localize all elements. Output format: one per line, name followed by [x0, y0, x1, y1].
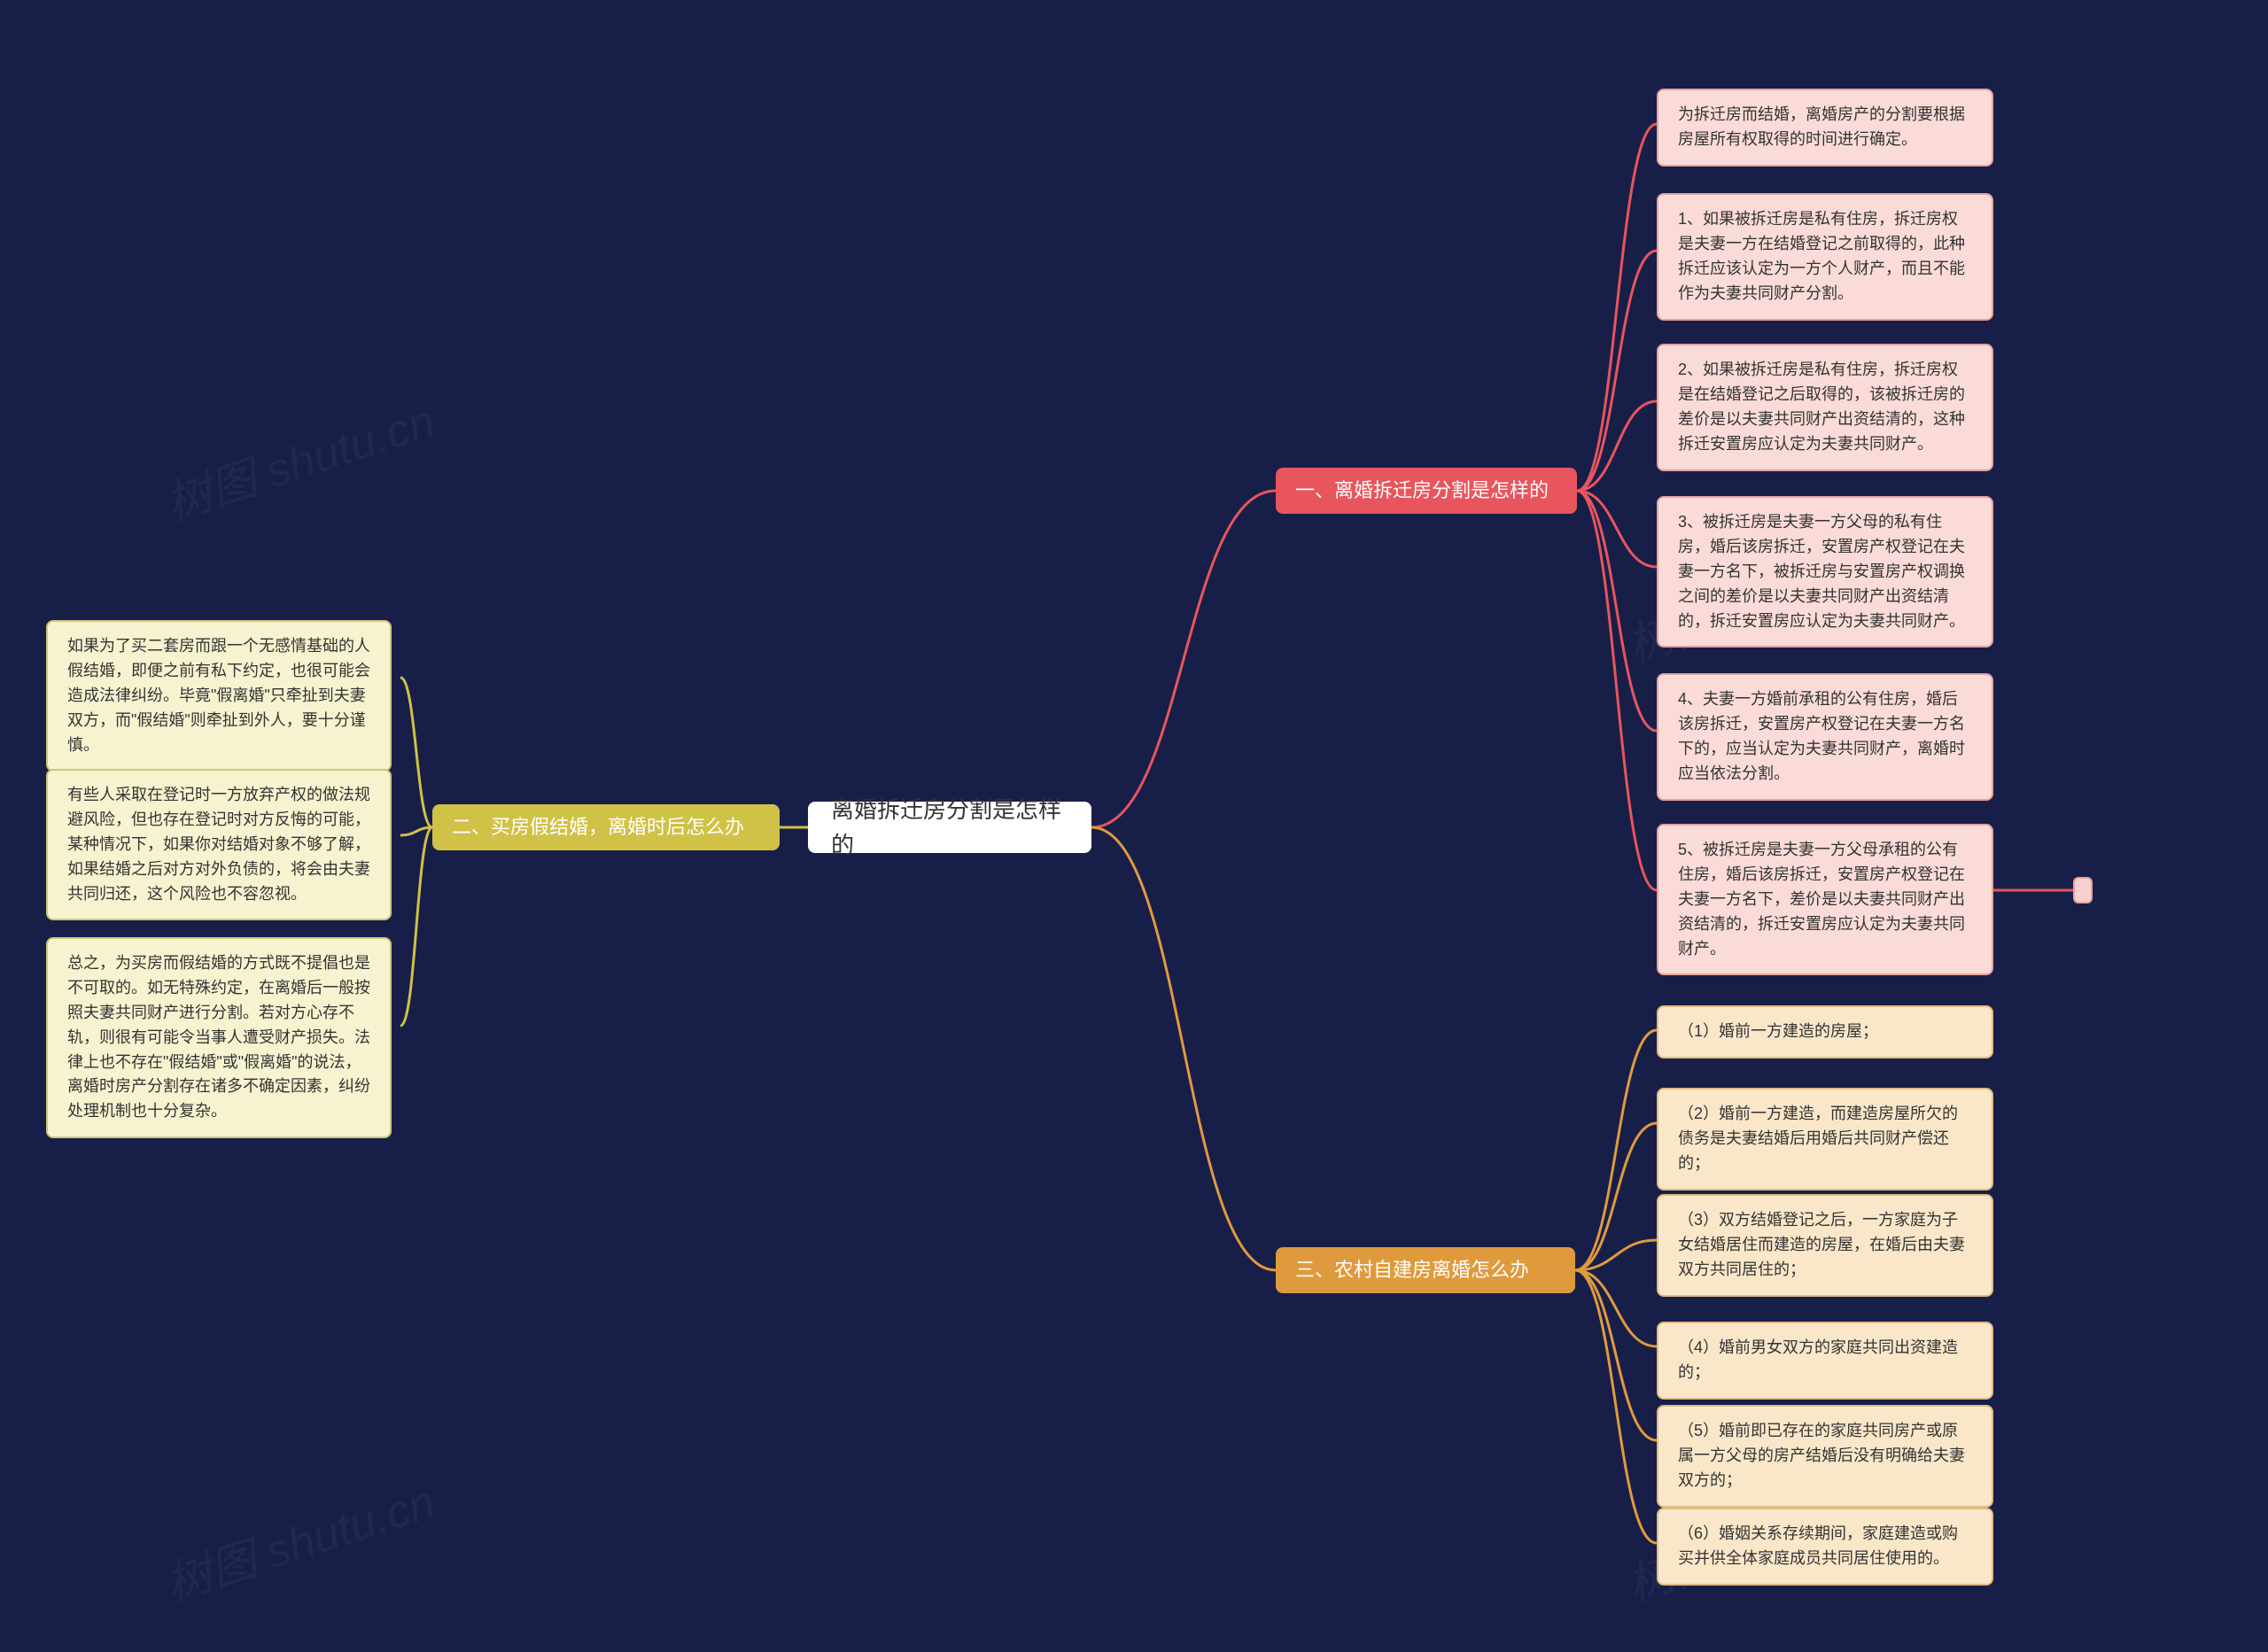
branch-1-leaf-1[interactable]: 1、如果被拆迁房是私有住房，拆迁房权是夫妻一方在结婚登记之前取得的，此种拆迁应该… [1657, 193, 1993, 321]
branch-2-leaf-3[interactable]: （4）婚前男女双方的家庭共同出资建造的； [1657, 1322, 1993, 1400]
branch-1-leaf-0[interactable]: 为拆迁房而结婚，离婚房产的分割要根据房屋所有权取得的时间进行确定。 [1657, 89, 1993, 167]
branch-1-leaf-4[interactable]: 4、夫妻一方婚前承租的公有住房，婚后该房拆迁，安置房产权登记在夫妻一方名下的，应… [1657, 673, 1993, 801]
branch-3-leaf-2[interactable]: 总之，为买房而假结婚的方式既不提倡也是不可取的。如无特殊约定，在离婚后一般按照夫… [46, 937, 392, 1138]
branch-1[interactable]: 一、离婚拆迁房分割是怎样的 [1276, 468, 1577, 514]
branch-3-leaf-0[interactable]: 如果为了买二套房而跟一个无感情基础的人假结婚，即便之前有私下约定，也很可能会造成… [46, 620, 392, 772]
watermark: 树图 shutu.cn [156, 384, 442, 533]
branch-2-leaf-1[interactable]: （2）婚前一方建造，而建造房屋所欠的债务是夫妻结婚后用婚后共同财产偿还的； [1657, 1088, 1993, 1191]
branch-2-leaf-5[interactable]: （6）婚姻关系存续期间，家庭建造或购买并供全体家庭成员共同居住使用的。 [1657, 1508, 1993, 1586]
branch-1-leaf-2[interactable]: 2、如果被拆迁房是私有住房，拆迁房权是在结婚登记之后取得的，该被拆迁房的差价是以… [1657, 344, 1993, 471]
branch-2-leaf-0[interactable]: （1）婚前一方建造的房屋； [1657, 1005, 1993, 1059]
branch-1-leaf-5[interactable]: 5、被拆迁房是夫妻一方父母承租的公有住房，婚后该房拆迁，安置房产权登记在夫妻一方… [1657, 824, 1993, 975]
branch-2-leaf-2[interactable]: （3）双方结婚登记之后，一方家庭为子女结婚居住而建造的房屋，在婚后由夫妻双方共同… [1657, 1194, 1993, 1297]
branch-2[interactable]: 三、农村自建房离婚怎么办 [1276, 1247, 1575, 1293]
branch-1-leaf-3[interactable]: 3、被拆迁房是夫妻一方父母的私有住房，婚后该房拆迁，安置房产权登记在夫妻一方名下… [1657, 496, 1993, 648]
watermark: 树图 shutu.cn [156, 1464, 442, 1614]
stub-node[interactable] [2073, 877, 2093, 904]
branch-3-leaf-1[interactable]: 有些人采取在登记时一方放弃产权的做法规避风险，但也存在登记时对方反悔的可能，某种… [46, 769, 392, 920]
mindmap-root[interactable]: 离婚拆迁房分割是怎样的 [808, 802, 1091, 853]
branch-3[interactable]: 二、买房假结婚，离婚时后怎么办 [432, 804, 780, 850]
branch-2-leaf-4[interactable]: （5）婚前即已存在的家庭共同房产或原属一方父母的房产结婚后没有明确给夫妻双方的； [1657, 1405, 1993, 1508]
